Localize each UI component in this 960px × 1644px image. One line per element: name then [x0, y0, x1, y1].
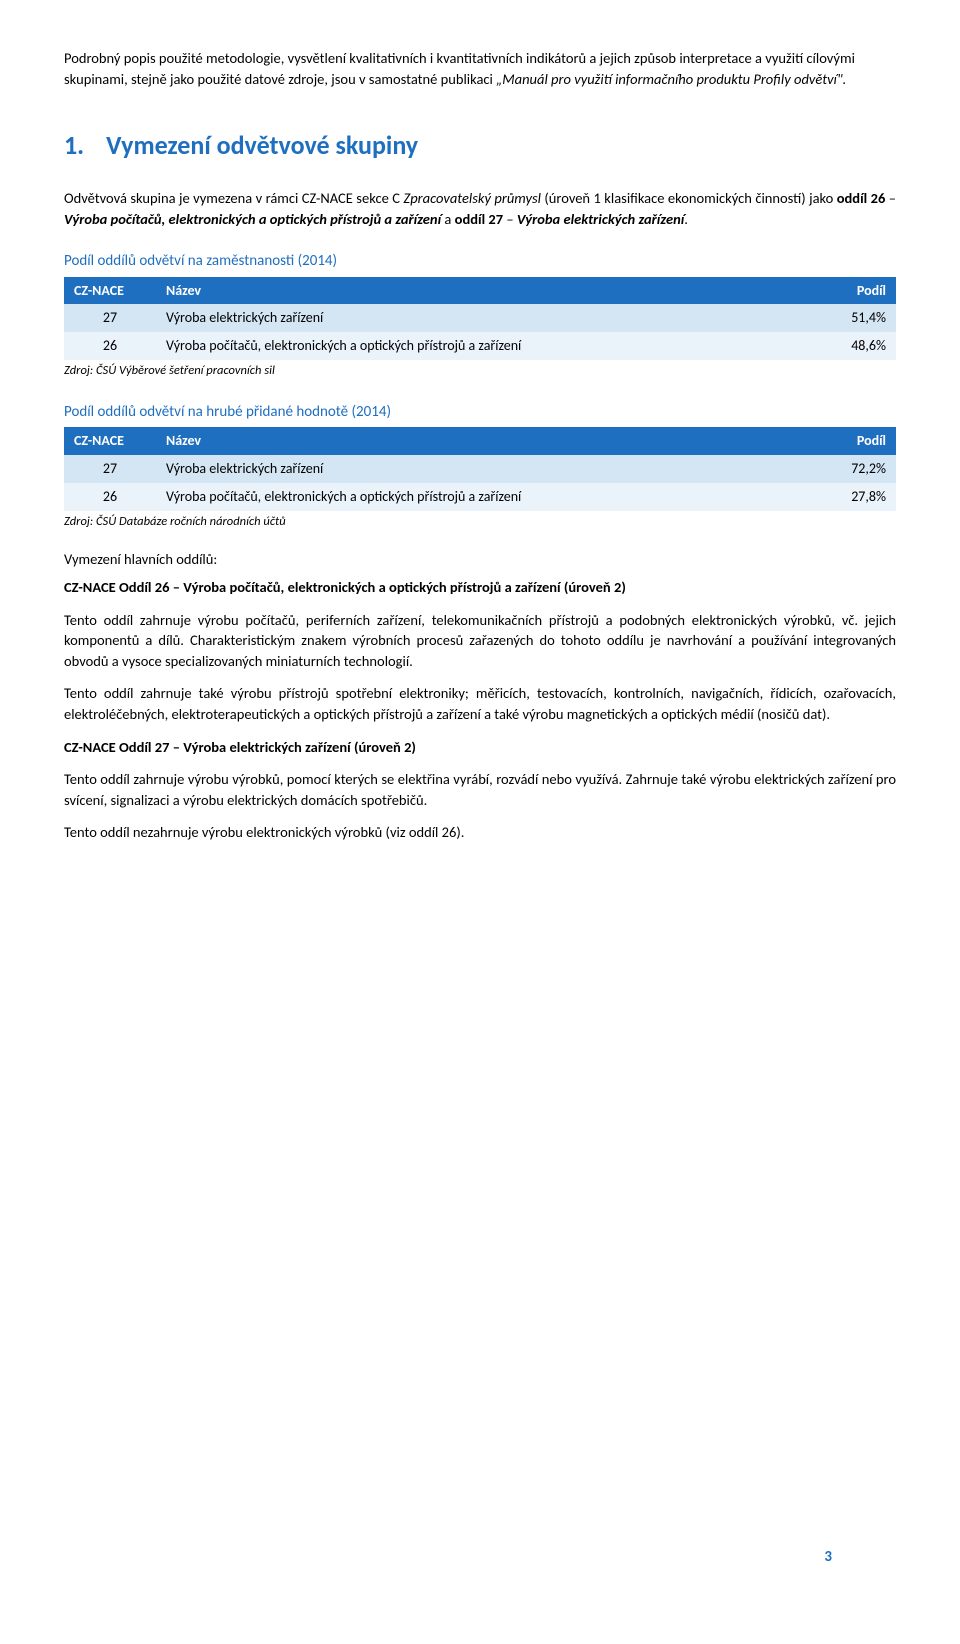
- definition-paragraph: Odvětvová skupina je vymezena v rámci CZ…: [64, 188, 896, 229]
- table1-title: Podíl oddílů odvětví na zaměstnanosti (2…: [64, 251, 896, 272]
- cz26-title: CZ-NACE Oddíl 26 – Výroba počítačů, elek…: [64, 577, 896, 598]
- table-row: 26 Výroba počítačů, elektronických a opt…: [64, 332, 896, 360]
- table1: CZ-NACE Název Podíl 27 Výroba elektrický…: [64, 277, 896, 361]
- intro-paragraph: Podrobný popis použité metodologie, vysv…: [64, 48, 896, 89]
- table1-col-name: Název: [156, 277, 776, 305]
- table-row: 27 Výroba elektrických zařízení 51,4%: [64, 304, 896, 332]
- table-row: 27 Výroba elektrických zařízení 72,2%: [64, 455, 896, 483]
- cz26-paragraph-1: Tento oddíl zahrnuje výrobu počítačů, pe…: [64, 610, 896, 672]
- table2-source: Zdroj: ČSÚ Databáze ročních národních úč…: [64, 513, 896, 531]
- cz27-paragraph-1: Tento oddíl zahrnuje výrobu výrobků, pom…: [64, 769, 896, 810]
- page-number: 3: [824, 1547, 832, 1568]
- table2-title: Podíl oddílů odvětví na hrubé přidané ho…: [64, 402, 896, 423]
- intro-manual-title: „Manuál pro využití informačního produkt…: [496, 70, 846, 88]
- table-row: 26 Výroba počítačů, elektronických a opt…: [64, 483, 896, 511]
- subhead-main-sections: Vymezení hlavních oddílů:: [64, 549, 896, 570]
- table1-header-row: CZ-NACE Název Podíl: [64, 277, 896, 305]
- table2: CZ-NACE Název Podíl 27 Výroba elektrický…: [64, 427, 896, 511]
- table1-col-code: CZ-NACE: [64, 277, 156, 305]
- table2-header-row: CZ-NACE Název Podíl: [64, 427, 896, 455]
- cz26-paragraph-2: Tento oddíl zahrnuje také výrobu přístro…: [64, 683, 896, 724]
- table2-col-name: Název: [156, 427, 776, 455]
- section-title: Vymezení odvětvové skupiny: [106, 129, 418, 161]
- table1-source: Zdroj: ČSÚ Výběrové šetření pracovních s…: [64, 362, 896, 380]
- section-heading: 1. Vymezení odvětvové skupiny: [64, 127, 896, 164]
- table2-col-pct: Podíl: [776, 427, 896, 455]
- table1-col-pct: Podíl: [776, 277, 896, 305]
- cz27-title: CZ-NACE Oddíl 27 – Výroba elektrických z…: [64, 737, 896, 758]
- section-number: 1.: [64, 127, 84, 164]
- cz27-paragraph-2: Tento oddíl nezahrnuje výrobu elektronic…: [64, 822, 896, 843]
- table2-col-code: CZ-NACE: [64, 427, 156, 455]
